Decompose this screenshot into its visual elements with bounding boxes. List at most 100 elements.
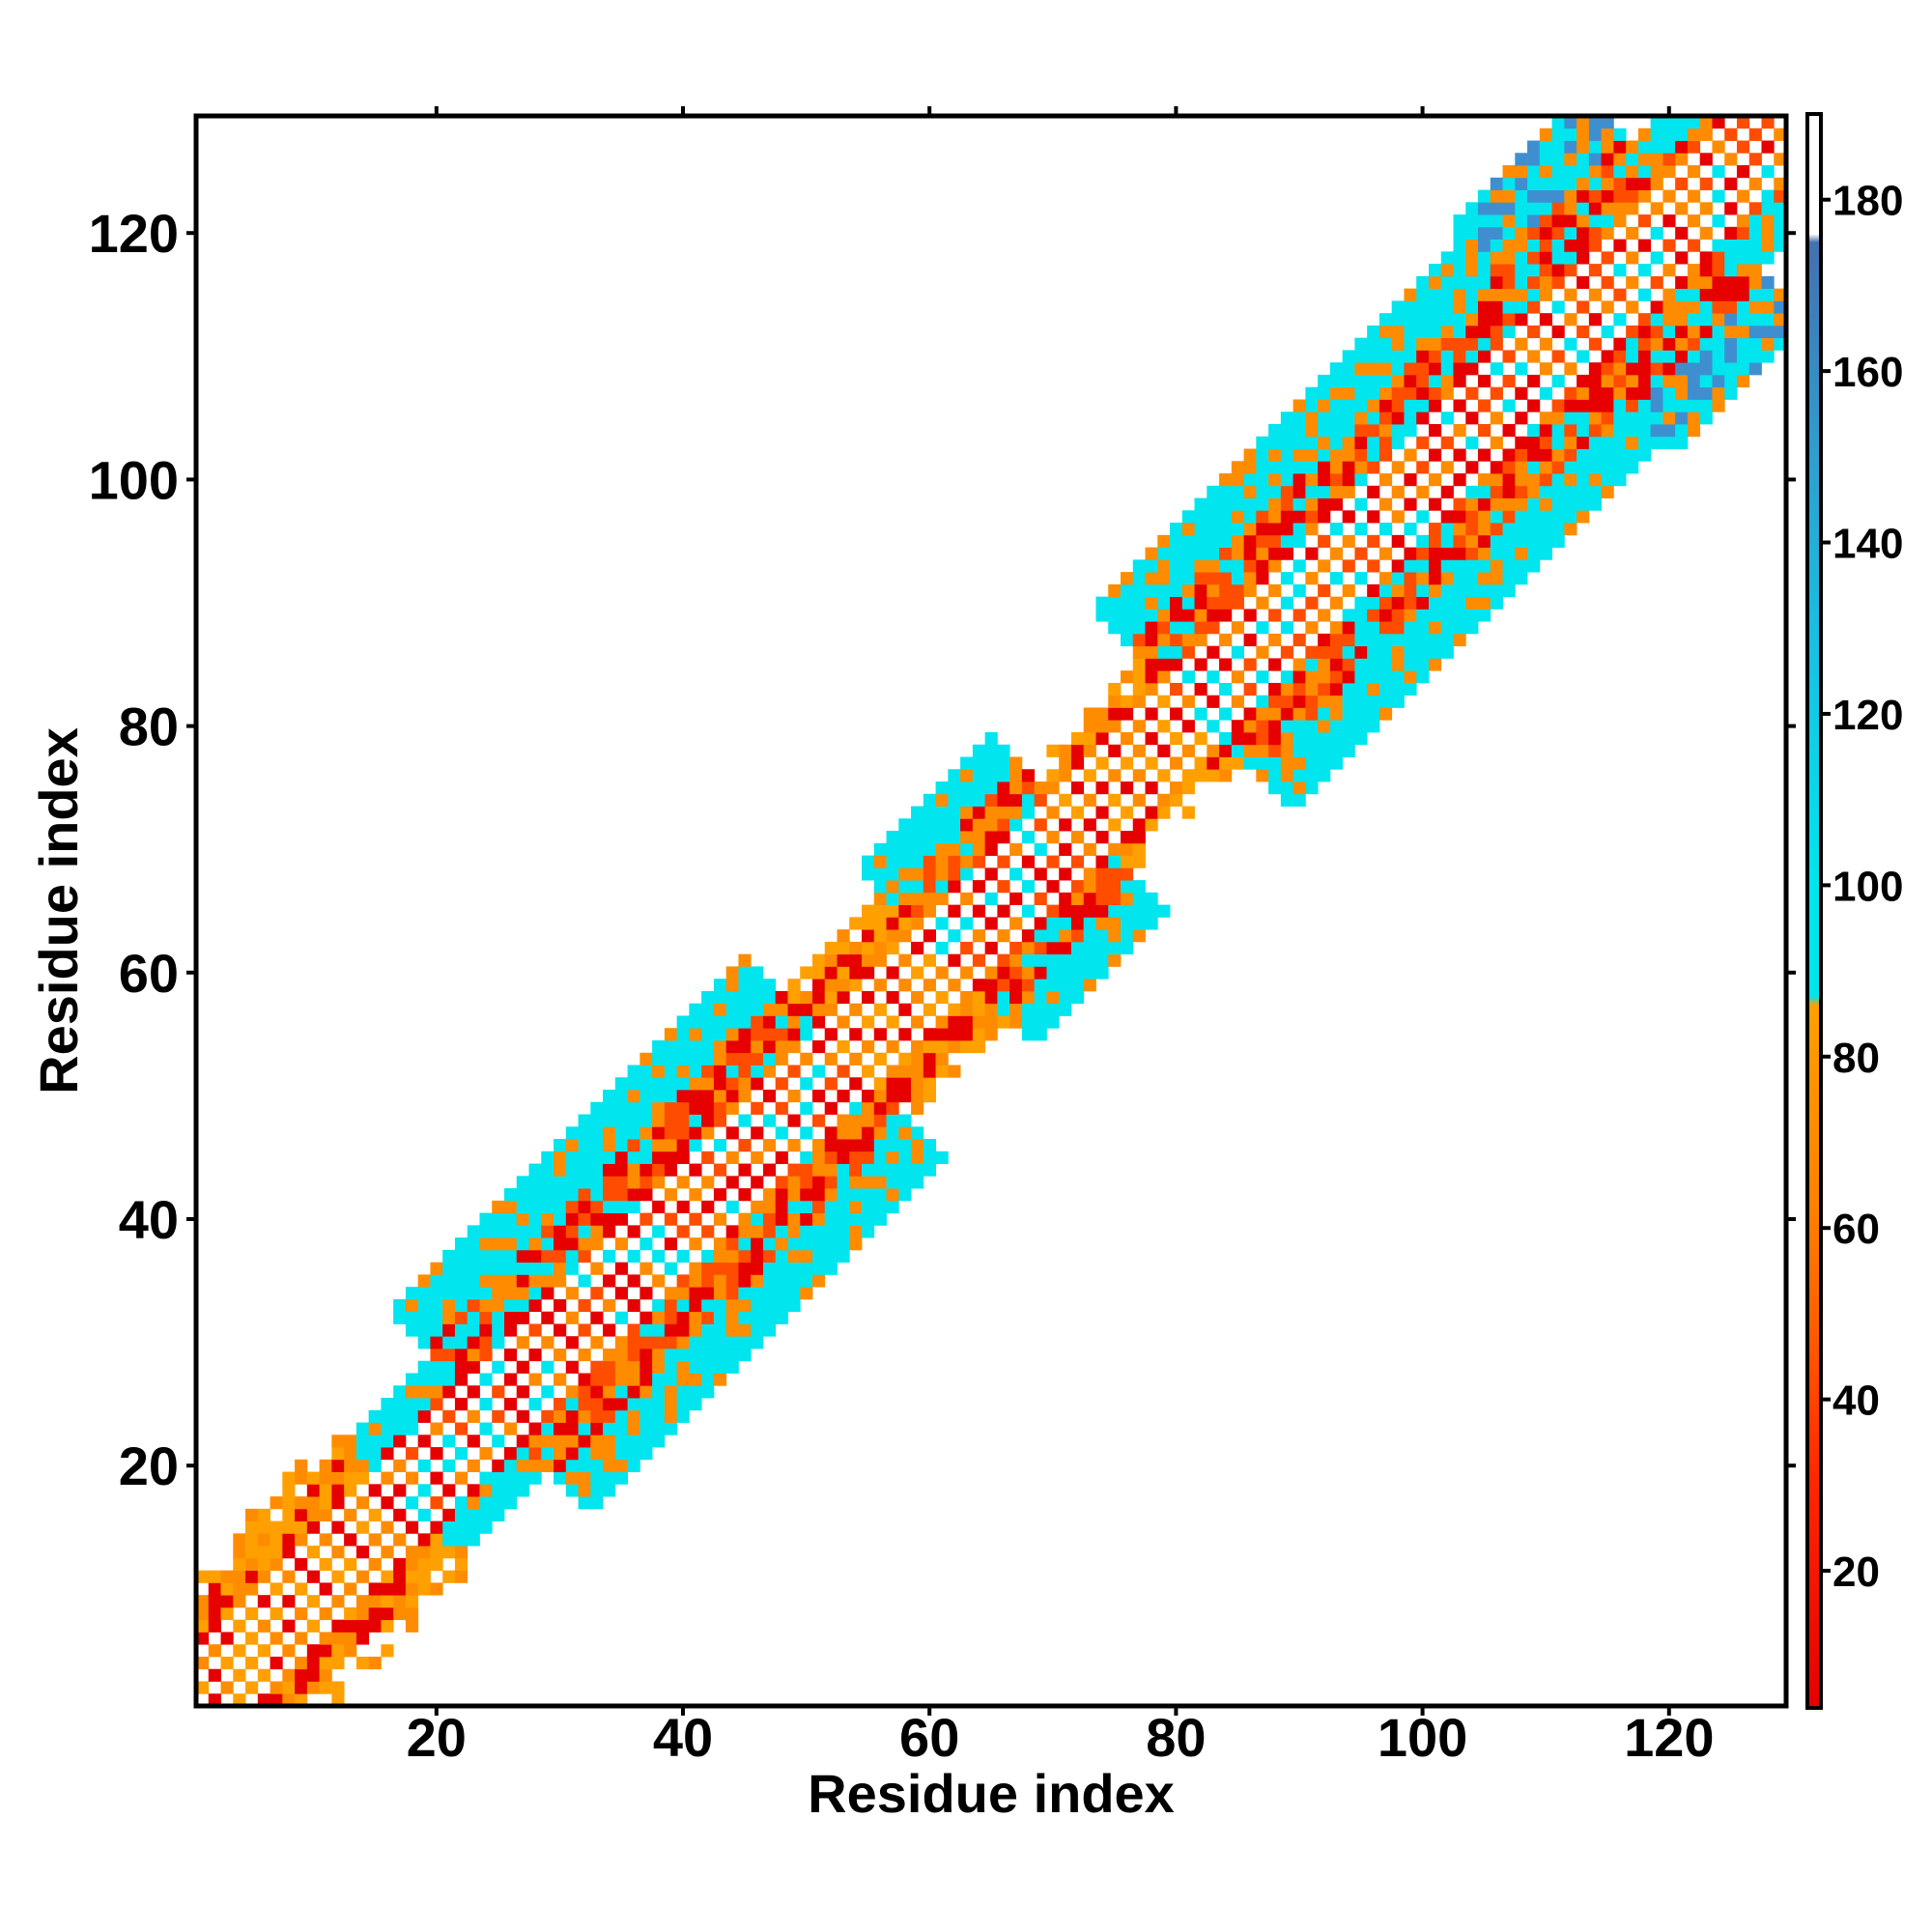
heatmap-cell bbox=[1687, 313, 1701, 327]
heatmap-cell bbox=[1243, 572, 1257, 585]
heatmap-cell bbox=[775, 1249, 788, 1264]
heatmap-cell bbox=[541, 1459, 554, 1472]
heatmap-cell bbox=[1132, 596, 1146, 610]
heatmap-cell bbox=[1712, 362, 1725, 376]
heatmap-cell bbox=[787, 1237, 801, 1251]
heatmap-cell bbox=[775, 1052, 788, 1065]
heatmap-cell bbox=[516, 1435, 529, 1448]
heatmap-cell bbox=[1120, 609, 1134, 622]
heatmap-cell bbox=[1465, 485, 1479, 498]
heatmap-cell bbox=[701, 1003, 715, 1016]
heatmap-cell bbox=[1551, 473, 1565, 487]
heatmap-cell bbox=[1527, 264, 1541, 277]
heatmap-cell bbox=[1318, 534, 1331, 548]
heatmap-cell bbox=[664, 1039, 678, 1054]
heatmap-cell bbox=[1280, 682, 1294, 696]
heatmap-cell bbox=[1699, 116, 1713, 129]
heatmap-cell bbox=[1502, 239, 1516, 252]
heatmap-cell bbox=[1181, 572, 1195, 585]
heatmap-cell bbox=[1305, 769, 1319, 782]
heatmap-cell bbox=[1305, 744, 1319, 757]
heatmap-cell bbox=[713, 1139, 727, 1152]
heatmap-cell bbox=[554, 1447, 567, 1461]
heatmap-cell bbox=[1194, 547, 1208, 560]
heatmap-cell bbox=[417, 1323, 431, 1337]
heatmap-cell bbox=[554, 1348, 567, 1362]
heatmap-cell bbox=[713, 1373, 727, 1386]
heatmap-cell bbox=[565, 1336, 579, 1350]
heatmap-cell bbox=[997, 1003, 1010, 1016]
heatmap-cell bbox=[1478, 572, 1492, 585]
heatmap-cell bbox=[1120, 892, 1134, 906]
heatmap-cell bbox=[824, 1077, 838, 1091]
heatmap-cell bbox=[1465, 362, 1479, 376]
heatmap-cell bbox=[911, 880, 924, 894]
heatmap-cell bbox=[775, 1287, 788, 1300]
heatmap-cell bbox=[1478, 448, 1492, 462]
heatmap-cell bbox=[1761, 275, 1775, 290]
heatmap-cell bbox=[923, 1151, 936, 1164]
heatmap-cell bbox=[886, 929, 899, 943]
heatmap-cell bbox=[1588, 497, 1602, 511]
heatmap-cell bbox=[565, 1163, 579, 1177]
heatmap-cell bbox=[1070, 880, 1085, 894]
heatmap-cell bbox=[1305, 720, 1319, 733]
heatmap-cell bbox=[479, 1398, 493, 1411]
heatmap-cell bbox=[1626, 300, 1639, 314]
heatmap-cell bbox=[245, 1632, 259, 1645]
heatmap-cell bbox=[1502, 485, 1516, 498]
heatmap-cell bbox=[492, 1311, 505, 1324]
heatmap-cell bbox=[1391, 436, 1405, 449]
heatmap-cell bbox=[725, 1249, 739, 1264]
heatmap-cell bbox=[652, 1348, 666, 1362]
heatmap-cell bbox=[503, 1225, 518, 1238]
heatmap-cell bbox=[1478, 288, 1492, 301]
heatmap-cell bbox=[1342, 423, 1355, 438]
heatmap-cell bbox=[442, 1360, 456, 1374]
heatmap-cell bbox=[381, 1398, 394, 1411]
heatmap-cell bbox=[713, 1077, 727, 1091]
heatmap-cell bbox=[713, 1249, 727, 1264]
heatmap-cell bbox=[811, 1090, 826, 1103]
heatmap-cell bbox=[1416, 275, 1430, 290]
heatmap-cell bbox=[1145, 633, 1158, 647]
heatmap-cell bbox=[1675, 337, 1689, 351]
heatmap-cell bbox=[1404, 473, 1417, 487]
heatmap-cell bbox=[689, 1188, 702, 1202]
heatmap-cell bbox=[787, 1212, 801, 1226]
heatmap-cell bbox=[923, 818, 936, 832]
heatmap-cell bbox=[381, 1595, 394, 1608]
heatmap-cell bbox=[911, 966, 924, 980]
heatmap-cell bbox=[1145, 572, 1158, 585]
heatmap-cell bbox=[479, 1212, 493, 1226]
heatmap-cell bbox=[984, 979, 998, 992]
heatmap-cell bbox=[627, 1176, 640, 1189]
heatmap-cell bbox=[960, 806, 974, 819]
heatmap-cell bbox=[393, 1459, 407, 1472]
heatmap-cell bbox=[738, 1311, 752, 1324]
heatmap-cell bbox=[1342, 461, 1355, 474]
heatmap-cell bbox=[725, 1360, 739, 1374]
heatmap-cell bbox=[503, 1237, 518, 1251]
heatmap-cell bbox=[1021, 979, 1036, 992]
heatmap-cell bbox=[1736, 165, 1750, 179]
heatmap-cell bbox=[1009, 793, 1023, 807]
heatmap-cell bbox=[1736, 350, 1750, 363]
heatmap-cell bbox=[554, 1176, 567, 1189]
heatmap-cell bbox=[701, 1262, 715, 1275]
heatmap-cell bbox=[1428, 325, 1442, 339]
heatmap-cell bbox=[1527, 436, 1541, 449]
heatmap-cell bbox=[725, 1225, 739, 1238]
heatmap-cell bbox=[1577, 412, 1590, 425]
heatmap-cell bbox=[1539, 202, 1552, 215]
heatmap-cell bbox=[923, 892, 936, 906]
heatmap-cell bbox=[1490, 473, 1503, 487]
heatmap-cell bbox=[824, 990, 838, 1005]
heatmap-cell bbox=[1577, 399, 1590, 412]
heatmap-cell bbox=[1009, 818, 1023, 832]
heatmap-cell bbox=[762, 1163, 777, 1177]
heatmap-cell bbox=[1662, 313, 1676, 327]
heatmap-cell bbox=[1527, 275, 1541, 290]
heatmap-cell bbox=[306, 1570, 320, 1583]
heatmap-cell bbox=[800, 1225, 813, 1238]
